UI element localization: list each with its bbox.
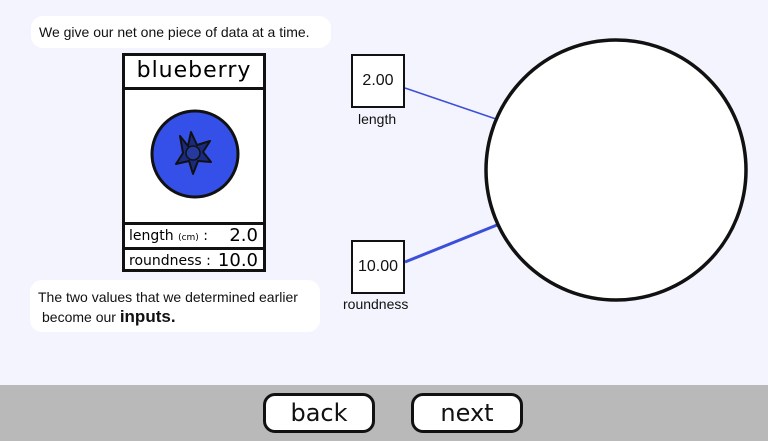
inputs-text-bubble: The two values that we determined earlie… [30, 280, 320, 332]
roundness-input-label: roundness [343, 296, 409, 312]
next-button[interactable]: next [411, 393, 523, 433]
footer-bar [0, 385, 768, 441]
inputs-text-line2: become our inputs. [42, 307, 176, 326]
roundness-value: 10.0 [217, 250, 258, 271]
length-wire [404, 87, 497, 120]
inputs-keyword: inputs. [119, 307, 176, 326]
length-input-node: 2.00 [351, 54, 405, 108]
length-input-label: length [358, 111, 397, 127]
length-value: 2.0 [229, 225, 258, 246]
roundness-row: roundness : 10.0 [125, 247, 263, 272]
inputs-text-line1: The two values that we determined earlie… [38, 289, 298, 305]
roundness-wire [404, 223, 498, 264]
roundness-label: roundness : [129, 253, 211, 269]
length-label: length (cm) : [129, 228, 208, 244]
back-button[interactable]: back [263, 393, 375, 433]
intro-text-bubble: We give our net one piece of data at a t… [31, 16, 331, 48]
length-row: length (cm) : 2.0 [125, 222, 263, 247]
card-title: blueberry [125, 56, 263, 90]
roundness-input-node: 10.00 [351, 240, 405, 294]
intro-text: We give our net one piece of data at a t… [39, 24, 310, 40]
blueberry-illustration [125, 90, 263, 222]
fruit-card: blueberry length (cm) : 2.0 roundness : … [122, 53, 266, 272]
neuron-node [484, 38, 748, 302]
